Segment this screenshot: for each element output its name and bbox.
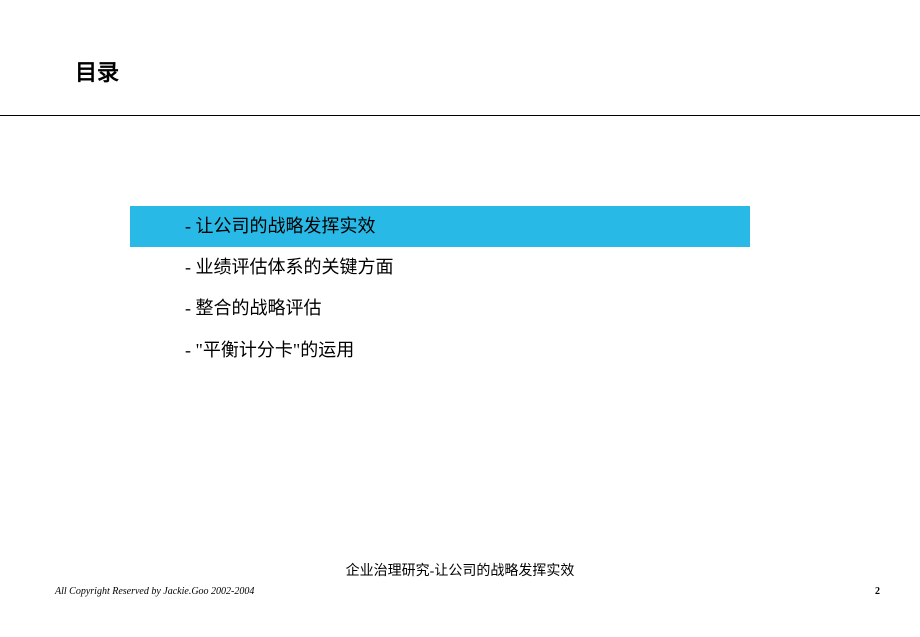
page-number: 2	[875, 586, 880, 597]
toc-item: - 整合的战略评估	[130, 288, 750, 329]
toc-item: - 让公司的战略发挥实效	[130, 206, 750, 247]
copyright-text: All Copyright Reserved by Jackie.Goo 200…	[55, 586, 254, 597]
toc-list: - 让公司的战略发挥实效 - 业绩评估体系的关键方面 - 整合的战略评估 - "…	[130, 206, 750, 371]
footer: 企业治理研究-让公司的战略发挥实效 All Copyright Reserved…	[0, 560, 920, 597]
footer-subtitle: 企业治理研究-让公司的战略发挥实效	[0, 560, 920, 580]
header-area: 目录	[0, 0, 920, 87]
page-title: 目录	[75, 55, 920, 87]
title-separator	[0, 115, 920, 116]
toc-item: - 业绩评估体系的关键方面	[130, 247, 750, 288]
toc-item: - "平衡计分卡"的运用	[130, 330, 750, 371]
footer-bottom: All Copyright Reserved by Jackie.Goo 200…	[0, 586, 920, 597]
